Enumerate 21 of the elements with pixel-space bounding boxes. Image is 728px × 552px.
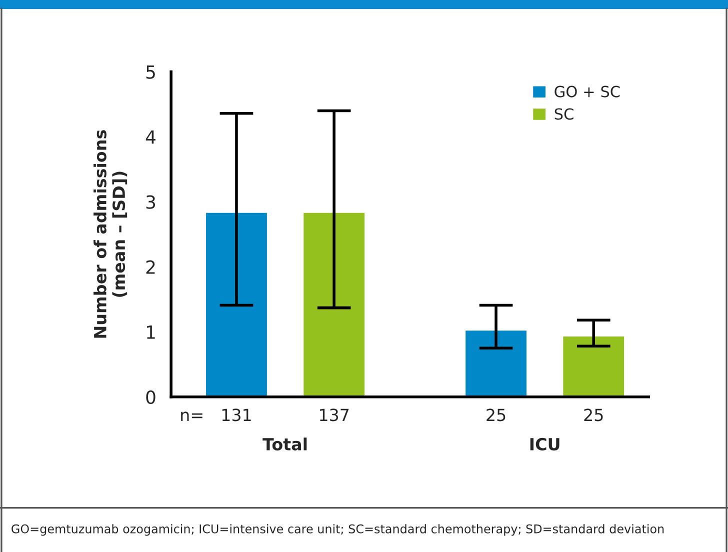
x-tick-label: Total (262, 438, 307, 450)
text: GO=gemtuzumab ozogamicin; ICU=intensive care unit; SC=standard chemotherapy; SD=standard deviation (12, 524, 664, 536)
text: n= (181, 412, 202, 421)
bar (204, 212, 268, 397)
y-tick-label: 0 (146, 390, 156, 404)
y-tick-label: 1 (146, 326, 155, 339)
text: 25 (486, 408, 506, 422)
bar (562, 335, 626, 397)
y-tick-label: 3 (146, 195, 156, 209)
y-axis-title: Number of admissions (mean – [SD]) (94, 130, 128, 338)
x-tick-label: ICU (530, 438, 560, 450)
y-tick-label: 2 (146, 260, 155, 274)
legend-label: SC (554, 108, 574, 120)
legend-label: GO + SC (554, 86, 620, 98)
y-tick-label: 5 (146, 65, 155, 79)
text: 25 (584, 408, 603, 422)
bar (464, 329, 528, 397)
text: 131 (222, 408, 251, 422)
text: 137 (320, 408, 349, 422)
y-tick-label: 4 (146, 130, 156, 144)
bar (302, 212, 366, 397)
